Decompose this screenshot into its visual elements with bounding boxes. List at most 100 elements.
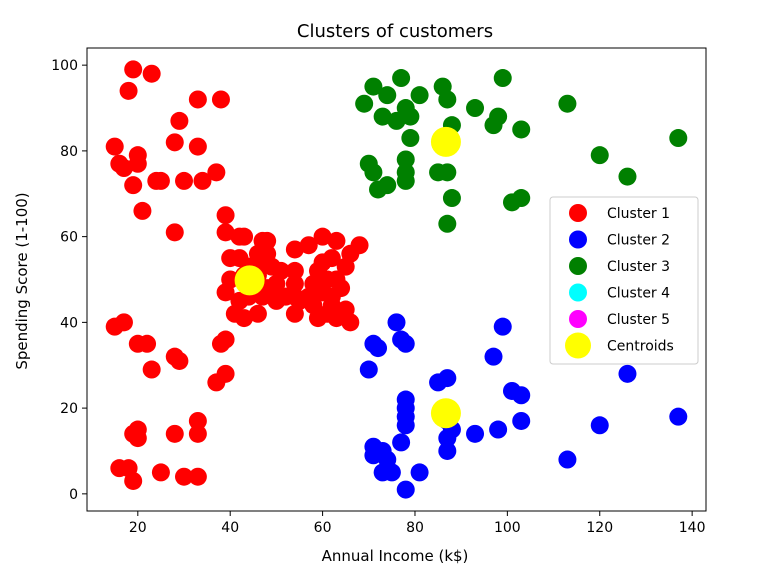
data-point	[493, 317, 512, 336]
legend-marker	[569, 310, 587, 328]
data-point	[207, 163, 226, 182]
data-point	[170, 111, 189, 130]
data-point	[188, 137, 207, 156]
data-point	[618, 364, 637, 383]
data-point	[438, 163, 457, 182]
y-tick-label: 20	[60, 401, 78, 417]
data-point	[378, 86, 397, 105]
y-tick-label: 100	[51, 58, 78, 74]
data-point	[590, 146, 609, 165]
plot-area	[105, 60, 688, 499]
legend-box	[549, 196, 699, 365]
data-point	[313, 227, 332, 246]
data-point	[442, 189, 461, 208]
data-point	[438, 90, 457, 109]
legend: Cluster 1 Cluster 2 Cluster 3 Cluster 4 Clus…	[549, 196, 699, 365]
data-point	[364, 77, 383, 96]
x-axis: 20 40 60 80 100 120 140	[129, 511, 706, 536]
legend-marker	[569, 257, 587, 275]
data-point	[114, 159, 133, 178]
x-tick-label: 40	[221, 520, 239, 536]
data-point	[355, 94, 374, 113]
data-point	[512, 189, 531, 208]
data-point	[119, 81, 138, 100]
y-axis-label: Spending Score (1-100)	[13, 192, 31, 369]
data-point	[105, 137, 124, 156]
series-6	[234, 126, 461, 429]
data-point	[128, 154, 147, 173]
data-point	[133, 201, 152, 220]
data-point	[175, 171, 194, 190]
data-point	[341, 313, 360, 332]
data-point	[124, 176, 143, 195]
data-point	[493, 69, 512, 88]
data-point	[396, 171, 415, 190]
x-tick-label: 60	[314, 520, 332, 536]
data-point	[114, 313, 133, 332]
data-point	[396, 480, 415, 499]
data-point	[142, 360, 161, 379]
data-point	[235, 227, 254, 246]
data-point	[216, 223, 235, 242]
legend-marker	[569, 283, 587, 302]
data-point	[369, 339, 388, 358]
y-tick-label: 60	[60, 230, 78, 246]
data-point	[128, 334, 147, 353]
data-point	[512, 120, 531, 139]
data-point	[285, 240, 304, 259]
plot-frame	[86, 47, 707, 512]
data-point	[396, 416, 415, 435]
y-tick-label: 40	[60, 315, 78, 331]
data-point	[188, 90, 207, 109]
data-point	[382, 463, 401, 482]
data-point	[392, 433, 411, 452]
data-point	[410, 86, 429, 105]
data-point	[512, 386, 531, 405]
data-point	[216, 283, 235, 302]
legend-label: Cluster 5	[607, 312, 670, 328]
x-tick-label: 100	[494, 520, 521, 536]
y-tick-label: 80	[60, 144, 78, 160]
data-point	[285, 261, 304, 280]
data-point	[327, 231, 346, 250]
x-axis-label: Annual Income (k$)	[322, 547, 469, 565]
y-tick-label: 0	[69, 487, 78, 503]
data-point	[387, 111, 406, 130]
data-point	[438, 441, 457, 460]
data-point	[151, 171, 170, 190]
data-point	[322, 249, 341, 268]
data-point	[401, 129, 420, 148]
legend-label: Cluster 1	[607, 206, 670, 222]
data-point	[373, 107, 392, 126]
data-point	[128, 429, 147, 448]
data-point	[359, 360, 378, 379]
legend-label: Centroids	[607, 339, 674, 355]
data-point	[248, 304, 267, 323]
centroid-point	[430, 398, 461, 429]
data-point	[392, 69, 411, 88]
data-point	[267, 274, 286, 293]
data-point	[618, 167, 637, 186]
data-point	[188, 467, 207, 486]
centroid-point	[234, 265, 265, 296]
data-point	[216, 330, 235, 349]
data-point	[188, 411, 207, 430]
data-point	[558, 94, 577, 113]
data-point	[285, 274, 304, 293]
legend-label: Cluster 4	[607, 286, 670, 302]
data-point	[336, 257, 355, 276]
data-point	[364, 163, 383, 182]
data-point	[410, 463, 429, 482]
data-point	[669, 407, 688, 426]
x-tick-label: 20	[129, 520, 147, 536]
data-point	[489, 420, 508, 439]
data-point	[207, 373, 226, 392]
data-point	[285, 304, 304, 323]
data-point	[558, 450, 577, 469]
x-tick-label: 80	[406, 520, 424, 536]
data-point	[235, 309, 254, 328]
data-point	[438, 369, 457, 388]
data-point	[590, 416, 609, 435]
